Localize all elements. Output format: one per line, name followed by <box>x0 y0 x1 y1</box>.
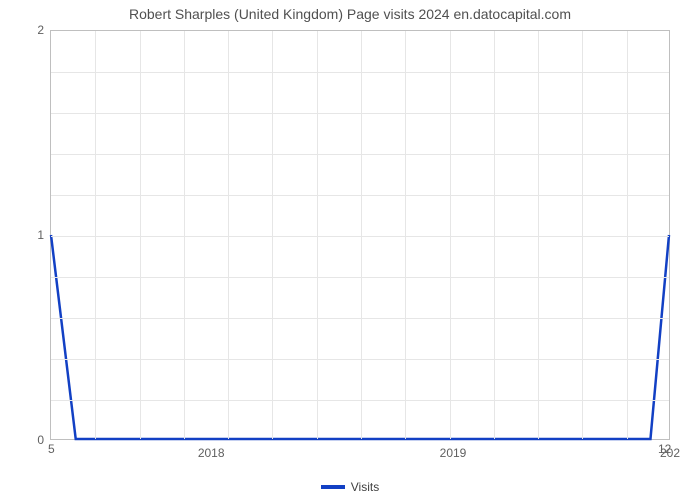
legend-swatch <box>321 485 345 489</box>
grid-line-horizontal <box>51 236 669 237</box>
grid-line-horizontal-minor <box>51 72 669 73</box>
grid-line-vertical <box>405 31 406 439</box>
grid-line-vertical <box>317 31 318 439</box>
grid-line-vertical <box>184 31 185 439</box>
grid-line-vertical <box>627 31 628 439</box>
y-tick-label: 0 <box>30 433 44 447</box>
line-series <box>51 31 669 439</box>
grid-line-vertical <box>450 31 451 439</box>
chart-title: Robert Sharples (United Kingdom) Page vi… <box>0 6 700 22</box>
x-corner-label-left: 5 <box>48 442 55 456</box>
x-corner-label-right: 12 <box>658 442 671 456</box>
grid-line-horizontal-minor <box>51 154 669 155</box>
x-tick-label: 2018 <box>198 446 225 460</box>
grid-line-vertical <box>95 31 96 439</box>
legend-label: Visits <box>351 480 379 494</box>
y-tick-label: 2 <box>30 23 44 37</box>
grid-line-vertical <box>228 31 229 439</box>
grid-line-vertical <box>272 31 273 439</box>
x-tick-label: 2019 <box>440 446 467 460</box>
grid-line-vertical <box>582 31 583 439</box>
grid-line-horizontal-minor <box>51 277 669 278</box>
grid-line-horizontal-minor <box>51 400 669 401</box>
grid-line-horizontal-minor <box>51 195 669 196</box>
grid-line-horizontal-minor <box>51 318 669 319</box>
grid-line-vertical <box>494 31 495 439</box>
grid-line-horizontal-minor <box>51 113 669 114</box>
grid-line-vertical <box>538 31 539 439</box>
y-tick-label: 1 <box>30 228 44 242</box>
grid-line-horizontal-minor <box>51 359 669 360</box>
legend: Visits <box>0 479 700 494</box>
grid-line-vertical <box>140 31 141 439</box>
grid-line-vertical <box>361 31 362 439</box>
plot-area <box>50 30 670 440</box>
